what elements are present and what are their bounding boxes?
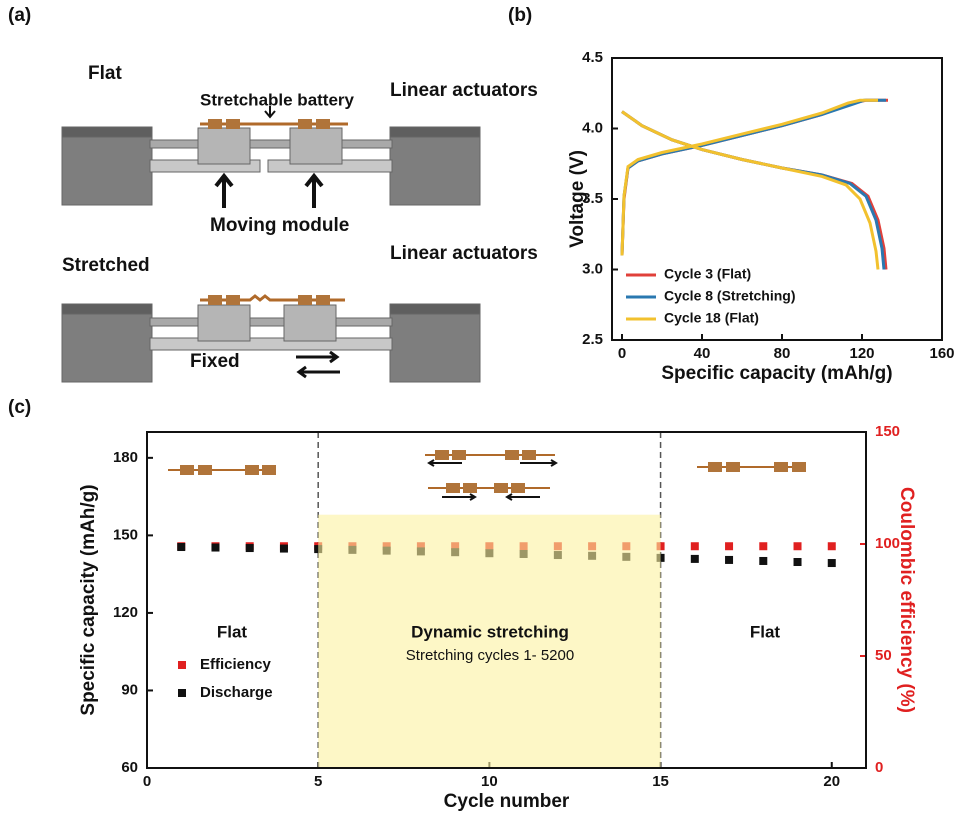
region-label: Flat: [750, 622, 781, 641]
series-line: [622, 100, 878, 269]
legend-label: Discharge: [200, 684, 273, 701]
x-tick-label: 80: [774, 345, 791, 362]
region-label: Stretching cycles 1- 5200: [406, 647, 574, 664]
diagram-label: Stretched: [62, 255, 150, 276]
y-tick-label: 3.0: [582, 260, 603, 277]
point: [759, 557, 767, 565]
y-tick-label: 180: [113, 449, 138, 466]
panel-a-diagram: (a) Flat Stretchable battery Linear actu…: [8, 5, 538, 382]
x-tick-label: 20: [823, 773, 840, 790]
y-axis-label: Voltage (V): [567, 150, 588, 248]
legend-label: Cycle 8 (Stretching): [664, 288, 795, 304]
point: [691, 542, 699, 550]
y2-axis-label: Coulombic efficiency (%): [896, 487, 917, 713]
y-tick-label: 120: [113, 604, 138, 621]
panel-label: (b): [508, 5, 532, 26]
x-tick-label: 15: [652, 773, 669, 790]
point: [725, 556, 733, 564]
legend-swatch: [178, 689, 186, 697]
x-tick-label: 0: [143, 773, 151, 790]
y-axis-label: Specific capacity (mAh/g): [78, 484, 99, 715]
legend-label: Efficiency: [200, 656, 272, 673]
x-axis-label: Specific capacity (mAh/g): [661, 363, 892, 384]
point: [211, 544, 219, 552]
y-tick-label: 2.5: [582, 331, 603, 348]
y2-tick-label: 0: [875, 759, 883, 776]
region-label: Dynamic stretching: [411, 622, 569, 641]
point: [794, 558, 802, 566]
y2-tick-label: 150: [875, 423, 900, 440]
bottom-assembly: [62, 304, 480, 382]
legend-label: Cycle 3 (Flat): [664, 266, 751, 282]
x-tick-label: 5: [314, 773, 322, 790]
x-tick-label: 160: [929, 345, 954, 362]
diagram-label: Flat: [88, 63, 122, 84]
x-tick-label: 40: [694, 345, 711, 362]
point: [725, 542, 733, 550]
y-tick-label: 60: [121, 759, 138, 776]
point: [828, 542, 836, 550]
panel-label: (c): [8, 397, 31, 418]
figure: (a) Flat Stretchable battery Linear actu…: [0, 0, 971, 818]
point: [794, 542, 802, 550]
region-label: Flat: [217, 622, 248, 641]
x-tick-label: 120: [849, 345, 874, 362]
y2-tick-label: 50: [875, 647, 892, 664]
panel-label: (a): [8, 5, 31, 26]
diagram-label: Fixed: [190, 351, 240, 372]
diagram-label: Stretchable battery: [200, 90, 355, 109]
top-assembly: [62, 127, 480, 205]
point: [691, 555, 699, 563]
diagram-label: Linear actuators: [390, 80, 538, 101]
point: [246, 544, 254, 552]
x-tick-label: 10: [481, 773, 498, 790]
diagram-label: Moving module: [210, 215, 349, 236]
y-tick-label: 90: [121, 681, 138, 698]
point: [280, 545, 288, 553]
y-tick-label: 4.5: [582, 49, 603, 66]
legend-label: Cycle 18 (Flat): [664, 310, 759, 326]
x-axis-label: Cycle number: [444, 791, 570, 812]
y-tick-label: 150: [113, 526, 138, 543]
point: [177, 543, 185, 551]
y-tick-label: 4.0: [582, 119, 603, 136]
point: [828, 559, 836, 567]
x-tick-label: 0: [618, 345, 626, 362]
diagram-label: Linear actuators: [390, 243, 538, 264]
point: [759, 542, 767, 550]
legend-swatch: [178, 661, 186, 669]
